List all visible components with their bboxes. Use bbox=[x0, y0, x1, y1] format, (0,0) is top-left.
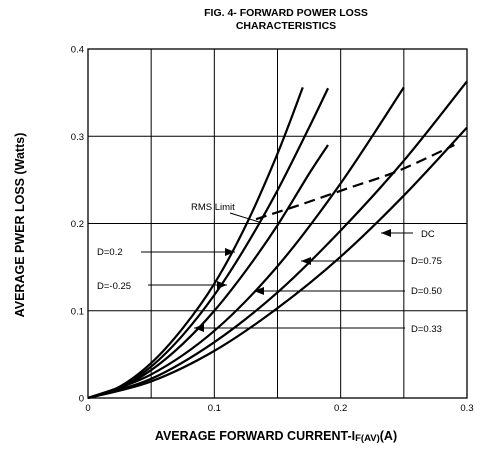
annotation-label: D=0.33 bbox=[411, 324, 442, 335]
annotation-label: D=0.2 bbox=[97, 247, 123, 258]
curve-3 bbox=[87, 86, 405, 400]
curve-2 bbox=[87, 144, 329, 400]
y-tick-label: 0.1 bbox=[71, 306, 84, 317]
chart-title: FIG. 4- FORWARD POWER LOSS bbox=[204, 7, 368, 19]
annotation-label: RMS Limit bbox=[191, 202, 235, 213]
arrow-head bbox=[225, 248, 235, 256]
y-tick-label: 0.4 bbox=[71, 45, 84, 56]
arrow-head bbox=[381, 229, 391, 237]
plot-frame bbox=[87, 48, 468, 399]
y-tick-label: 0.3 bbox=[71, 132, 84, 143]
x-tick-label: 0.2 bbox=[334, 403, 347, 414]
arrow-head bbox=[217, 281, 227, 289]
annotation-label: D=0.75 bbox=[411, 256, 442, 267]
annotation-label: DC bbox=[421, 229, 435, 240]
curve-5 bbox=[87, 126, 468, 400]
chart-subtitle: CHARACTERISTICS bbox=[236, 20, 336, 32]
arrow-head bbox=[194, 324, 204, 332]
x-tick-label: 0.1 bbox=[208, 403, 221, 414]
x-tick-label: 0.3 bbox=[460, 403, 473, 414]
annotation-label: D=0.50 bbox=[411, 286, 442, 297]
annotation-leader bbox=[229, 212, 260, 223]
curve-1 bbox=[87, 87, 330, 400]
x-axis-label: AVERAGE FORWARD CURRENT-IF(AV)(A) bbox=[155, 429, 397, 444]
y-axis-label: AVERAGE PWER LOSS (Watts) bbox=[13, 133, 27, 318]
y-tick-label: 0 bbox=[79, 394, 84, 405]
annotations: RMS Limit D=0.2 D=-0.25 DC D=0.75 D=0.50 D=0.3… bbox=[97, 202, 442, 335]
arrow-head bbox=[301, 257, 311, 265]
arrow-head bbox=[254, 287, 264, 295]
y-tick-label: 0.2 bbox=[71, 219, 84, 230]
grid bbox=[87, 48, 468, 399]
curve-0 bbox=[87, 86, 304, 400]
rms-limit-curve bbox=[255, 143, 455, 221]
curve-4 bbox=[87, 80, 468, 400]
curves bbox=[87, 80, 468, 400]
x-tick-label: 0 bbox=[85, 403, 90, 414]
tick-labels: 0 0.1 0.2 0.3 0 0.1 0.2 0.3 0.4 bbox=[71, 45, 474, 415]
annotation-label: D=-0.25 bbox=[97, 281, 131, 292]
